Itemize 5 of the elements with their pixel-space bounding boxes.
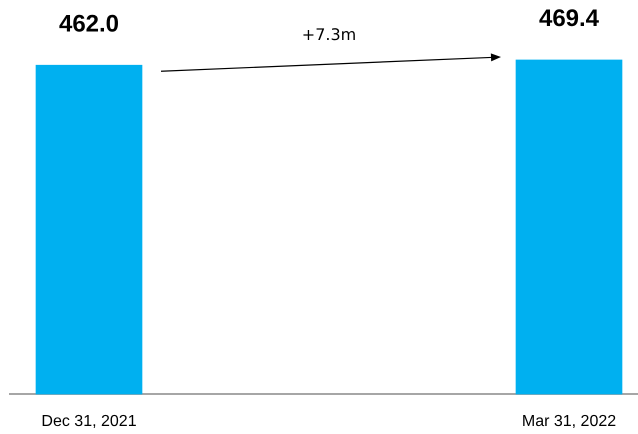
data-label: 469.4 [538,5,600,32]
x-tick-label: Mar 31, 2022 [522,413,616,430]
x-tick-label: Dec 31, 2021 [41,413,137,430]
text: +7.3m [302,25,356,44]
data-label: 462.0 [58,10,120,38]
